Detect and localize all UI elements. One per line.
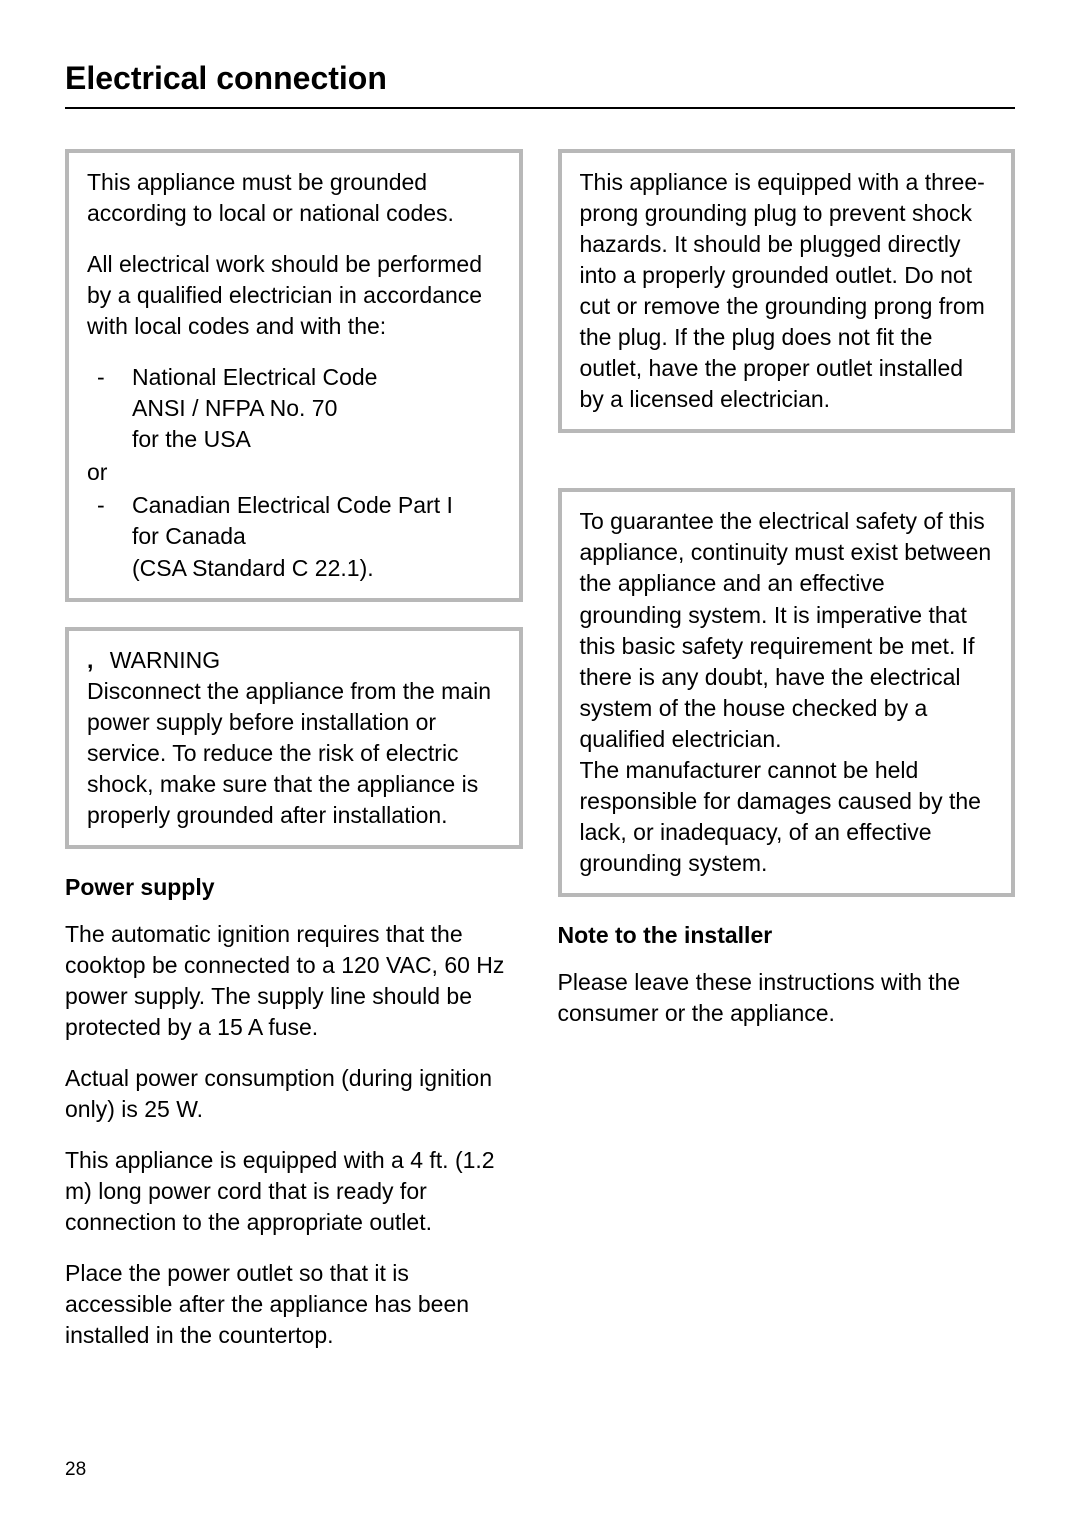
installer-note-heading: Note to the installer: [558, 922, 1016, 949]
warning-label: WARNING: [110, 647, 220, 673]
right-column: This appliance is equipped with a three-…: [558, 149, 1016, 1371]
page-title: Electrical connection: [65, 60, 1015, 97]
safety-box: To guarantee the electrical safety of th…: [558, 488, 1016, 897]
power-supply-p1: The automatic ignition requires that the…: [65, 919, 523, 1043]
usa-code-line1: National Electrical Code: [132, 364, 377, 390]
code-list-canada: Canadian Electrical Code Part I for Cana…: [97, 490, 501, 583]
usa-code-item: National Electrical Code ANSI / NFPA No.…: [97, 362, 501, 455]
or-separator: or: [87, 457, 501, 488]
canada-code-item: Canadian Electrical Code Part I for Cana…: [97, 490, 501, 583]
warning-header: , WARNING: [87, 645, 501, 676]
power-supply-p3: This appliance is equipped with a 4 ft. …: [65, 1145, 523, 1238]
page-number: 28: [65, 1459, 86, 1481]
power-supply-p4: Place the power outlet so that it is acc…: [65, 1258, 523, 1351]
safety-p1: To guarantee the electrical safety of th…: [580, 506, 994, 754]
canada-code-line1: Canadian Electrical Code Part I: [132, 492, 453, 518]
warning-box: , WARNING Disconnect the appliance from …: [65, 627, 523, 849]
grounding-intro: This appliance must be grounded accordin…: [87, 167, 501, 229]
plug-text: This appliance is equipped with a three-…: [580, 167, 994, 415]
plug-box: This appliance is equipped with a three-…: [558, 149, 1016, 433]
usa-code-line3: for the USA: [132, 426, 251, 452]
installer-note-text: Please leave these instructions with the…: [558, 967, 1016, 1029]
warning-icon: ,: [87, 645, 93, 676]
left-column: This appliance must be grounded accordin…: [65, 149, 523, 1371]
canada-code-line2: for Canada: [132, 523, 246, 549]
electrical-work-text: All electrical work should be performed …: [87, 249, 501, 342]
title-underline: [65, 107, 1015, 109]
content-columns: This appliance must be grounded accordin…: [65, 149, 1015, 1371]
power-supply-heading: Power supply: [65, 874, 523, 901]
grounding-box: This appliance must be grounded accordin…: [65, 149, 523, 602]
safety-p2: The manufacturer cannot be held responsi…: [580, 755, 994, 879]
warning-text: Disconnect the appliance from the main p…: [87, 676, 501, 831]
usa-code-line2: ANSI / NFPA No. 70: [132, 395, 337, 421]
code-list: National Electrical Code ANSI / NFPA No.…: [97, 362, 501, 455]
power-supply-p2: Actual power consumption (during ignitio…: [65, 1063, 523, 1125]
canada-code-line3: (CSA Standard C 22.1).: [132, 555, 374, 581]
